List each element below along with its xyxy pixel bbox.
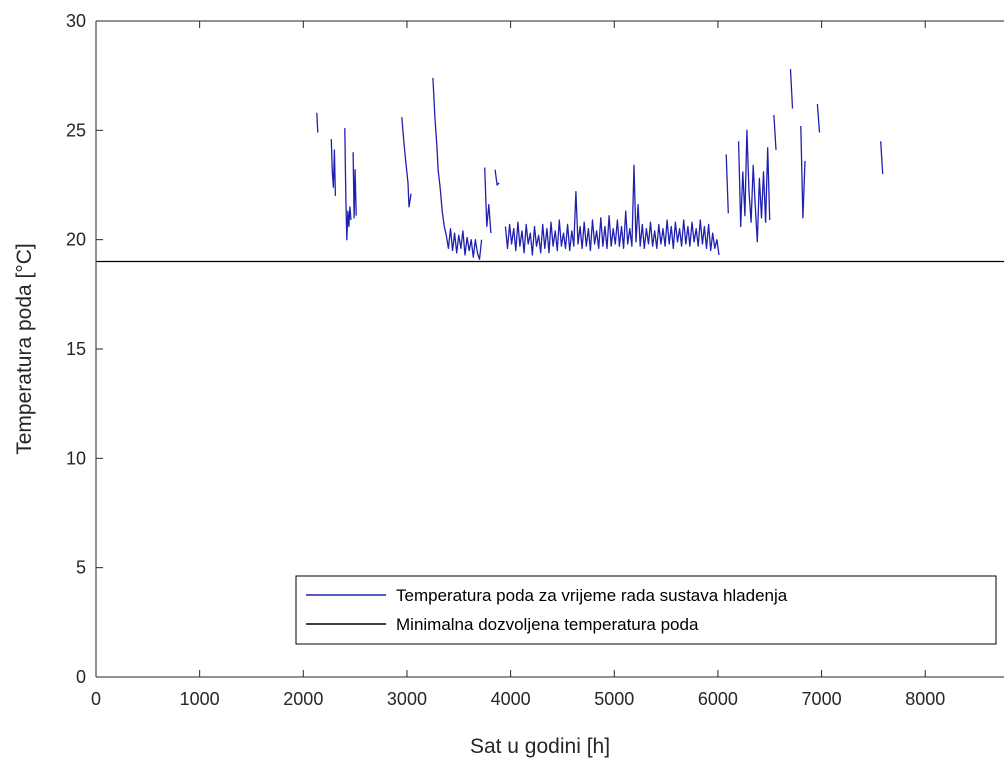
y-tick-label: 20 [66,230,86,250]
series-1-segment [773,114,777,151]
legend: Temperatura poda za vrijeme rada sustava… [295,575,997,645]
plot-area [96,21,1004,677]
series-1-segment [789,69,794,109]
legend-box [295,575,997,645]
data-layer [96,69,1004,263]
series-1-segment [316,112,319,133]
series-1-segment [432,77,483,260]
x-tick-label: 5000 [594,689,634,709]
x-tick-label: 3000 [387,689,427,709]
x-axis-label: Sat u godini [h] [470,735,610,758]
series-1-segment [494,169,500,186]
series-1-segment [352,152,357,219]
y-tick-label: 10 [66,448,86,468]
legend-entry-series-1: Temperatura poda za vrijeme rada sustava… [396,586,788,605]
series-1-segment [800,125,806,219]
x-tick-label: 2000 [283,689,323,709]
y-tick-label: 30 [66,11,86,31]
series-1-segment [504,164,720,256]
y-tick-label: 5 [76,558,86,578]
series-1-segment [330,139,337,196]
series-1-segment [816,104,821,133]
x-tick-label: 8000 [905,689,945,709]
legend-entry-series-2: Minimalna dozvoljena temperatura poda [396,615,699,634]
x-tick-label: 0 [91,689,101,709]
x-tick-label: 7000 [802,689,842,709]
x-tick-label: 1000 [180,689,220,709]
series-1-segment [725,154,729,214]
y-axis-label: Temperatura poda [°C] [13,243,36,455]
x-tick-label: 6000 [698,689,738,709]
series-1-segment [484,167,492,234]
x-tick-label: 4000 [491,689,531,709]
y-tick-label: 15 [66,339,86,359]
series-1-segment [880,141,884,175]
y-tick-label: 0 [76,667,86,687]
series-1-segment [344,128,352,241]
series-1-segment [737,129,771,243]
series-1-segment [401,117,412,208]
y-tick-label: 25 [66,120,86,140]
ticks-layer: 0 1000 2000 3000 4000 5000 6000 7000 8000 0 5 10 15 2… [66,11,945,709]
